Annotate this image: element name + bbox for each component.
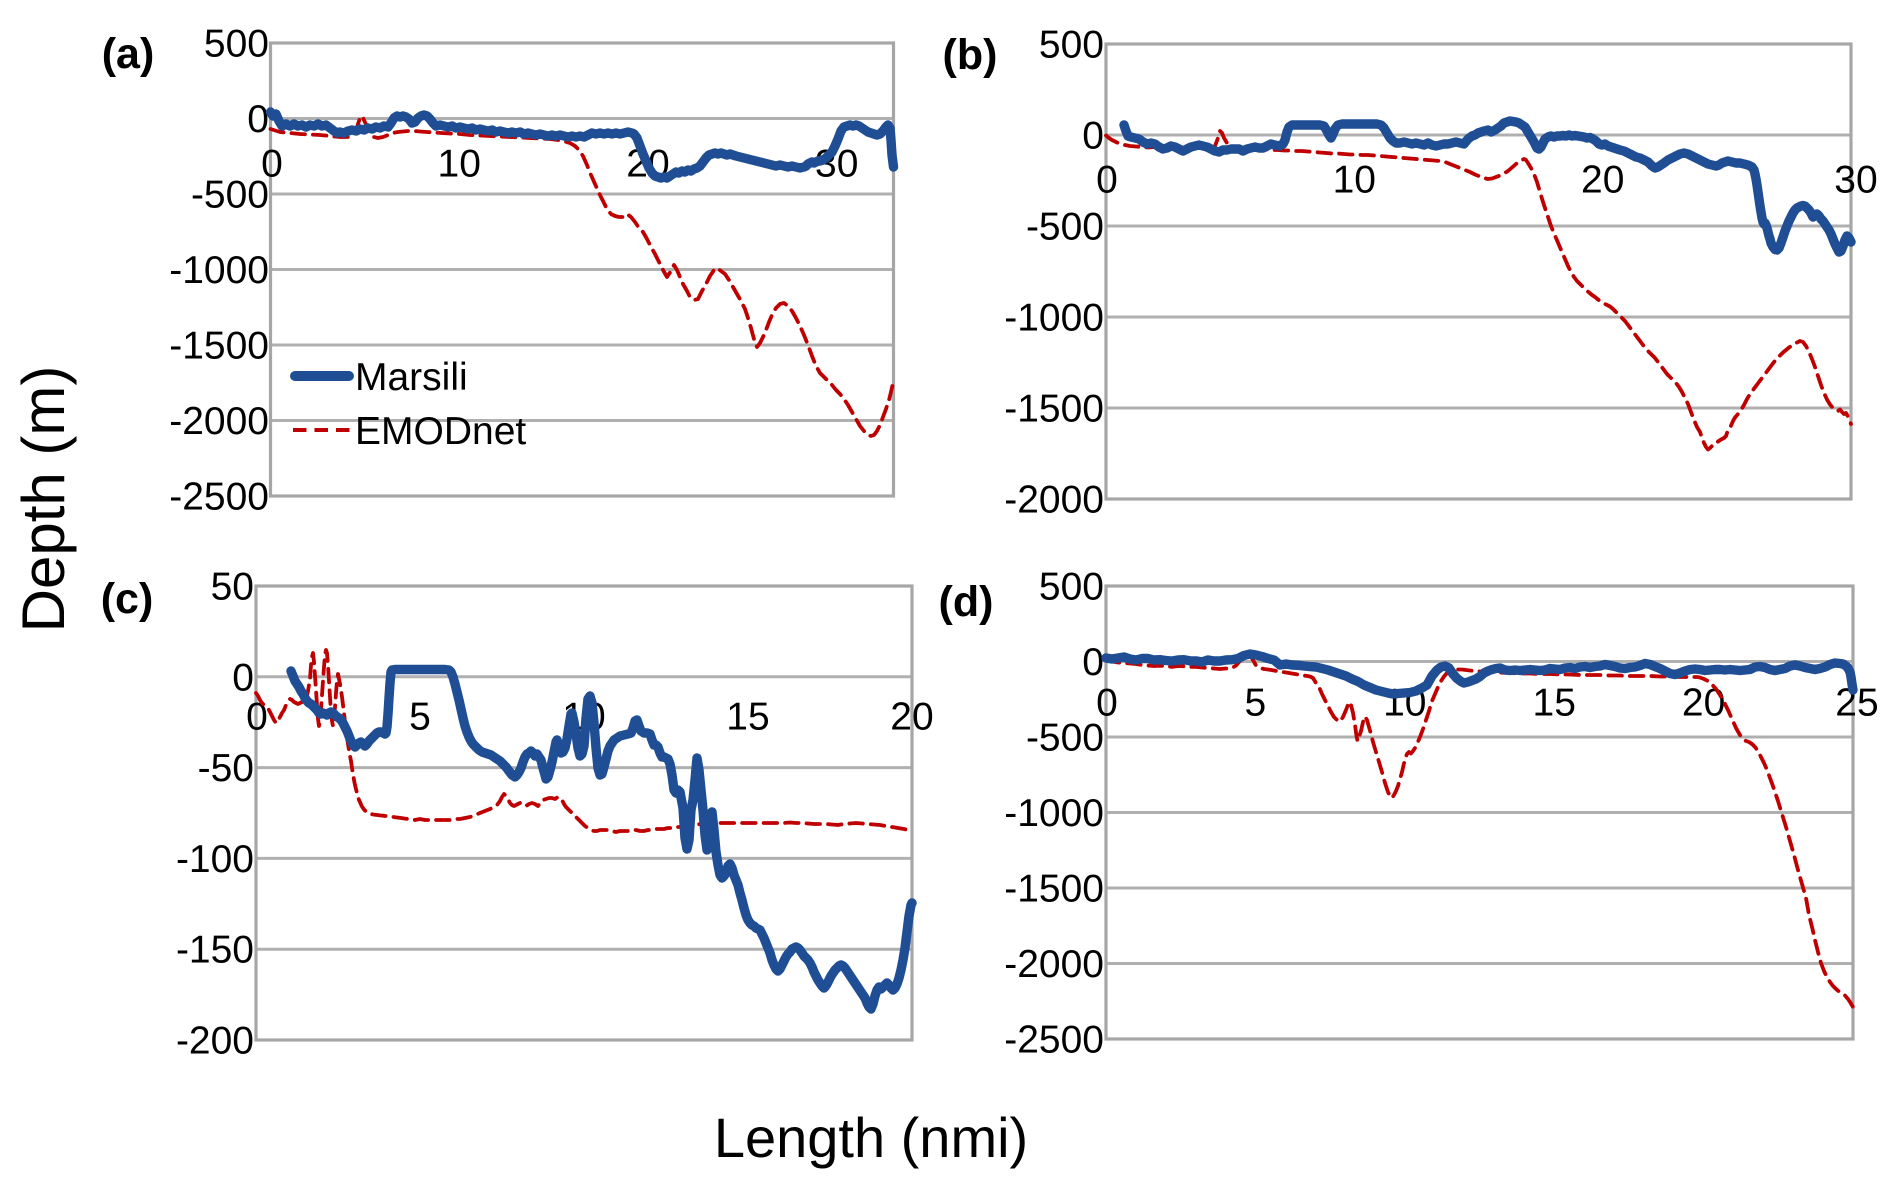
svg-text:(c): (c) — [101, 575, 154, 623]
svg-text:-1000: -1000 — [1004, 297, 1104, 340]
svg-text:-150: -150 — [176, 929, 254, 972]
svg-text:10: 10 — [1333, 159, 1376, 202]
svg-text:5: 5 — [1245, 682, 1267, 725]
svg-text:-100: -100 — [176, 838, 254, 881]
svg-text:(b): (b) — [943, 31, 998, 79]
svg-text:0: 0 — [1082, 115, 1104, 158]
svg-text:-1000: -1000 — [169, 249, 269, 292]
svg-text:-1500: -1500 — [1004, 868, 1104, 911]
svg-text:0: 0 — [246, 696, 268, 739]
svg-text:0: 0 — [247, 98, 269, 141]
svg-text:5: 5 — [409, 696, 431, 739]
svg-text:-1000: -1000 — [1004, 792, 1104, 835]
svg-text:0: 0 — [261, 143, 283, 186]
svg-text:-50: -50 — [198, 747, 254, 790]
svg-text:Depth (m): Depth (m) — [10, 366, 77, 633]
svg-text:10: 10 — [438, 143, 481, 186]
svg-text:-2000: -2000 — [1004, 479, 1104, 522]
svg-text:-2500: -2500 — [1004, 1019, 1104, 1062]
svg-text:-2000: -2000 — [169, 400, 269, 443]
svg-text:-500: -500 — [191, 174, 269, 217]
svg-text:(d): (d) — [939, 578, 994, 626]
svg-text:-2000: -2000 — [1004, 943, 1104, 986]
svg-text:500: 500 — [1039, 566, 1104, 609]
svg-text:-1500: -1500 — [1004, 388, 1104, 431]
svg-text:20: 20 — [1682, 682, 1725, 725]
svg-text:(a): (a) — [102, 30, 155, 78]
svg-text:15: 15 — [726, 696, 769, 739]
svg-text:0: 0 — [1082, 641, 1104, 684]
svg-text:50: 50 — [211, 566, 254, 609]
svg-text:20: 20 — [1581, 159, 1624, 202]
svg-text:-500: -500 — [1026, 717, 1104, 760]
svg-text:500: 500 — [204, 23, 269, 66]
svg-text:500: 500 — [1039, 24, 1104, 67]
svg-text:0: 0 — [1096, 682, 1118, 725]
svg-text:Length (nmi): Length (nmi) — [714, 1106, 1028, 1169]
svg-text:-200: -200 — [176, 1020, 254, 1063]
svg-text:0: 0 — [1096, 159, 1118, 202]
svg-text:Marsili: Marsili — [355, 356, 468, 399]
svg-text:-500: -500 — [1026, 206, 1104, 249]
svg-text:20: 20 — [890, 696, 933, 739]
svg-text:-1500: -1500 — [169, 325, 269, 368]
svg-text:30: 30 — [1834, 159, 1877, 202]
svg-text:0: 0 — [232, 656, 254, 699]
svg-text:EMODnet: EMODnet — [355, 410, 526, 453]
svg-text:15: 15 — [1533, 682, 1576, 725]
svg-text:-2500: -2500 — [169, 476, 269, 519]
